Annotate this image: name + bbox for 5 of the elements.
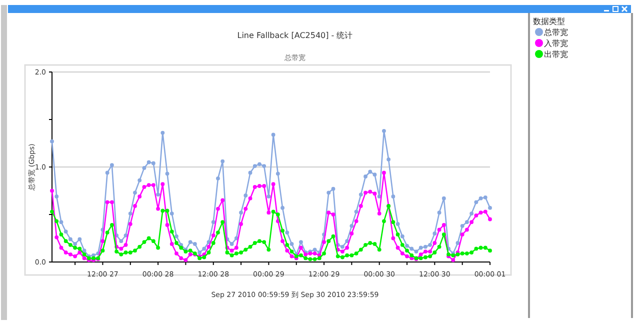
legend-label: 总带宽 (543, 28, 568, 37)
legend-label: 入带宽 (544, 39, 568, 48)
legend-label: 出带宽 (544, 50, 568, 59)
legend-title: 数据类型 (533, 17, 565, 26)
chart-title: Line Fallback [AC2540] - 统计 (237, 31, 353, 40)
